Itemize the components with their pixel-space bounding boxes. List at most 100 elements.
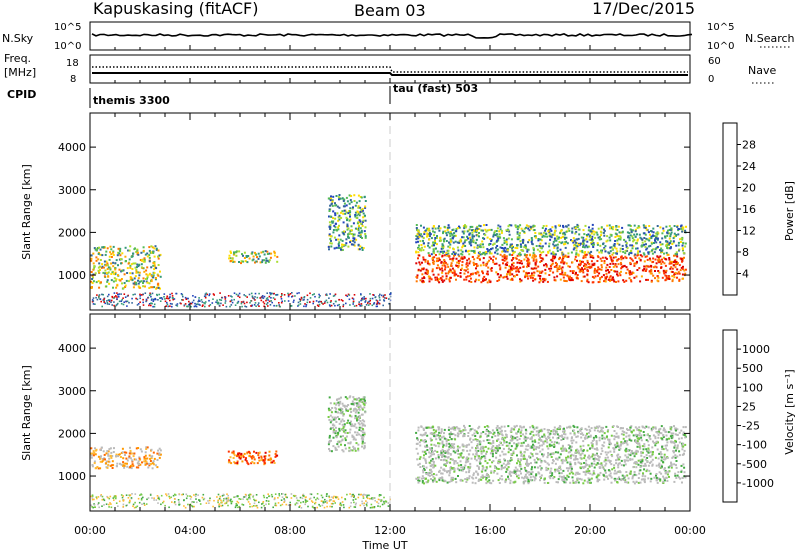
velocity-point [363,403,366,406]
power-point [137,253,140,256]
velocity-point [467,460,470,463]
power-point [461,236,464,239]
power-point [542,250,545,253]
power-point [514,267,517,270]
power-point [251,304,253,307]
power-point [630,250,633,253]
velocity-point [518,461,521,464]
power-point [473,263,476,266]
power-point [532,259,535,262]
velocity-point [544,477,546,480]
velocity-point [590,427,593,430]
power-point [471,231,474,234]
power-point [148,246,151,249]
power-point [661,237,664,240]
power-point [195,303,198,306]
power-point [655,241,658,244]
velocity-point [658,452,661,455]
power-point [576,238,579,241]
power-point [353,194,356,197]
power-point [659,241,662,244]
velocity-point [666,473,669,476]
velocity-point [100,446,103,449]
power-point [613,246,616,249]
velocity-point [487,447,490,450]
power-point [435,237,438,239]
velocity-point [645,454,648,457]
velocity-point [640,452,643,455]
power-point [431,257,434,260]
power-point [357,206,360,209]
power-point [342,198,345,201]
power-point [261,295,264,297]
power-point [568,277,571,280]
power-point [433,252,436,255]
power-point [303,296,305,299]
power-point [262,301,265,303]
velocity-point [237,454,240,457]
power-point [680,227,683,230]
power-point [656,279,659,282]
velocity-point [548,475,551,478]
power-point [427,229,430,232]
power-point [635,247,637,250]
power-point [652,274,655,277]
power-point [352,301,355,303]
power-point [664,264,667,267]
power-point [492,261,495,264]
velocity-point [346,432,349,434]
power-point [673,254,675,257]
power-point [231,259,234,262]
power-point [129,278,132,281]
velocity-point [121,451,124,454]
velocity-point [577,450,580,453]
power-point [606,263,609,266]
power-point [548,245,551,248]
velocity-point [107,454,110,457]
power-point [91,299,94,301]
velocity-point [540,461,543,464]
velocity-point [499,454,502,457]
velocity-point [529,426,532,429]
velocity-point [263,462,266,465]
velocity-point [467,432,470,434]
power-point [427,260,429,263]
power-point [668,258,671,261]
velocity-point [518,437,521,440]
power-point [625,256,628,259]
power-point [503,275,506,278]
power-point [590,243,593,246]
velocity-point [660,464,663,467]
power-point [594,275,597,278]
power-point [606,224,609,227]
velocity-point [519,444,522,447]
velocity-point [467,435,470,437]
power-point [509,269,512,272]
velocity-point [603,460,606,463]
velocity-point [260,456,263,459]
power-point [458,241,461,244]
power-point [449,243,452,246]
velocity-point [574,481,577,484]
velocity-point [550,467,553,470]
power-point [108,300,111,303]
power-point [268,259,271,262]
velocity-point [437,445,440,448]
power-point [456,241,459,244]
power-point [254,299,256,301]
velocity-point [670,432,673,435]
power-point [527,259,530,262]
velocity-point [152,460,155,463]
power-point [455,257,458,260]
velocity-point [550,430,553,433]
velocity-point [101,458,104,460]
velocity-point [662,434,665,437]
power-point [508,253,511,256]
velocity-point [543,479,546,481]
velocity-point [510,428,513,431]
power-point [461,264,464,267]
power-point [539,256,542,259]
power-point [142,267,145,270]
velocity-point [93,460,96,463]
velocity-point [649,480,652,483]
